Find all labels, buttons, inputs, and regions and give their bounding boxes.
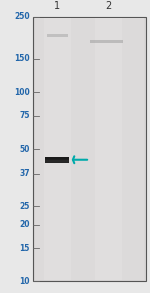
Bar bbox=[44, 18, 70, 280]
Text: 50: 50 bbox=[20, 145, 30, 154]
Text: 2: 2 bbox=[105, 1, 111, 11]
Bar bbox=[94, 18, 122, 280]
Bar bbox=[45, 160, 69, 163]
Text: 100: 100 bbox=[14, 88, 30, 97]
Text: 25: 25 bbox=[20, 202, 30, 211]
FancyBboxPatch shape bbox=[33, 17, 146, 282]
Bar bbox=[46, 34, 68, 37]
FancyBboxPatch shape bbox=[34, 18, 144, 280]
Text: 250: 250 bbox=[14, 13, 30, 21]
Text: 1: 1 bbox=[54, 1, 60, 11]
Bar bbox=[90, 40, 123, 43]
Text: 15: 15 bbox=[20, 244, 30, 253]
Bar bbox=[45, 159, 69, 162]
Text: 75: 75 bbox=[20, 111, 30, 120]
Text: 150: 150 bbox=[14, 54, 30, 64]
Text: 10: 10 bbox=[20, 277, 30, 286]
Text: 20: 20 bbox=[20, 220, 30, 229]
Bar bbox=[45, 157, 69, 163]
Text: 37: 37 bbox=[19, 169, 30, 178]
